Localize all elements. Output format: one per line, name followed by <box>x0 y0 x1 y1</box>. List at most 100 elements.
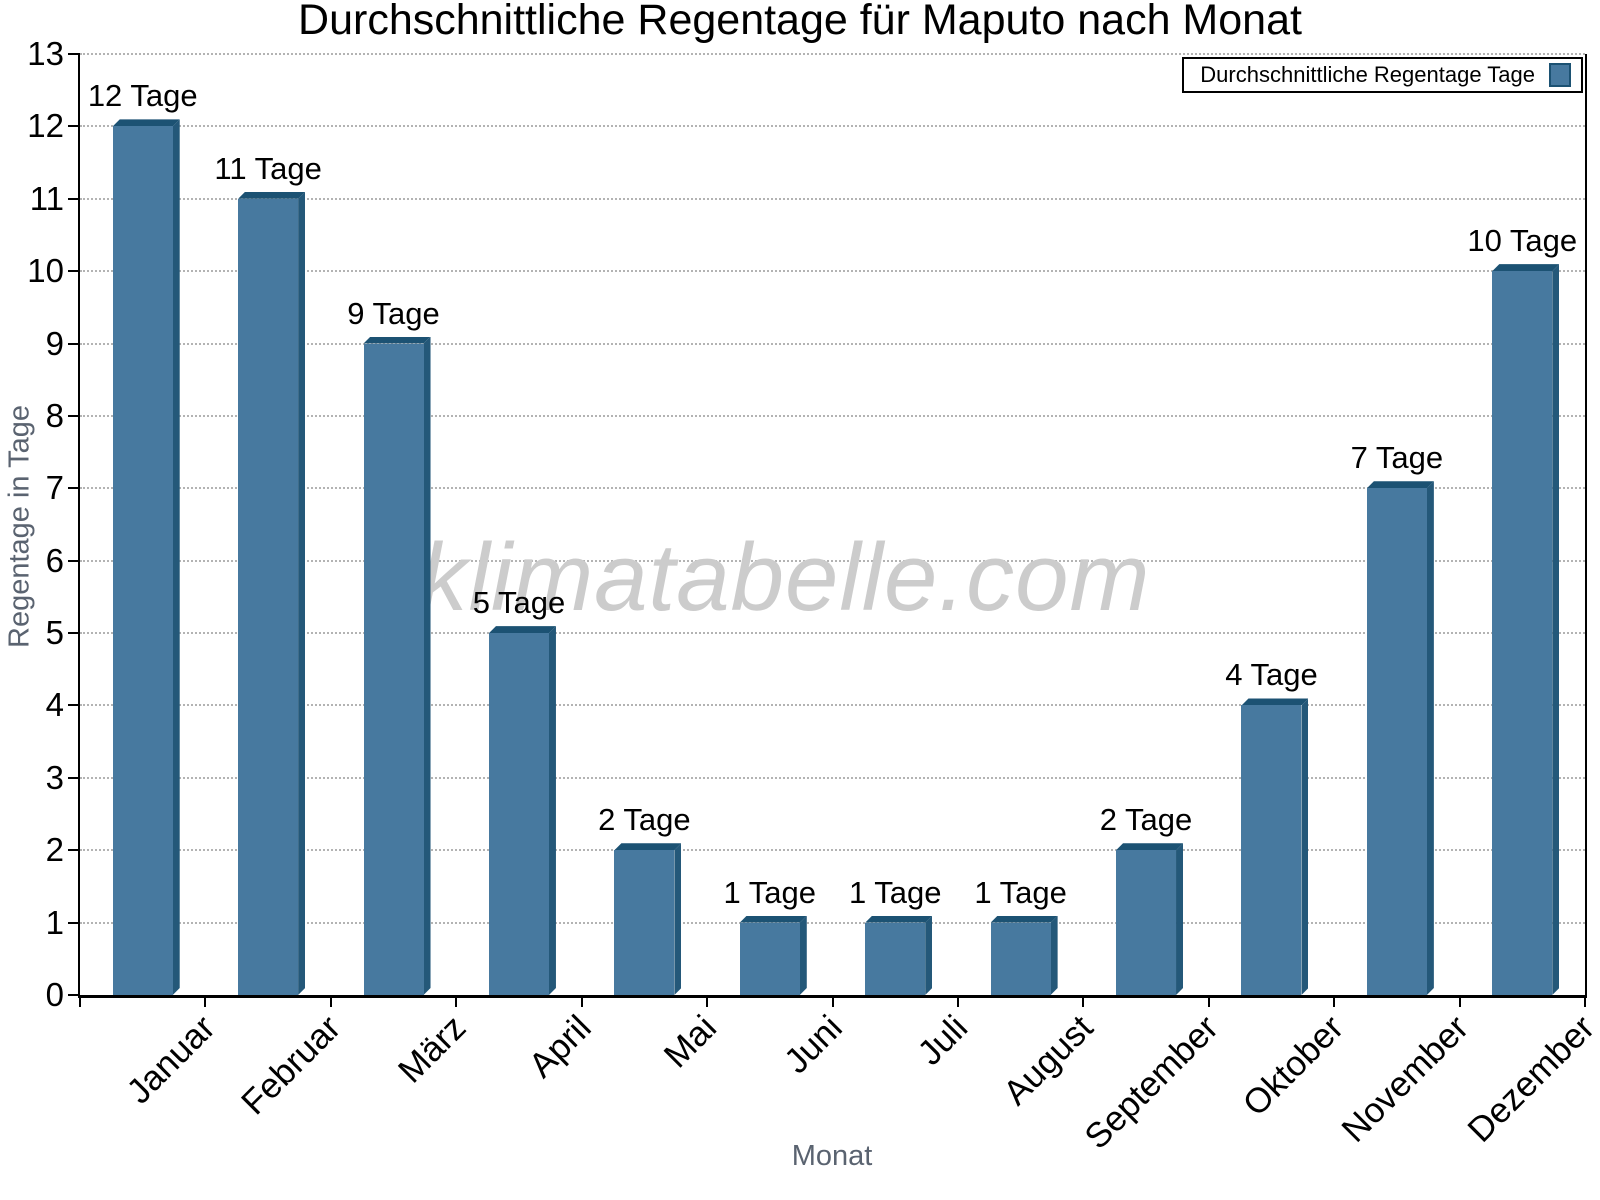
bar-value-label: 12 Tage <box>87 78 198 114</box>
x-axis-tick <box>706 995 709 1007</box>
y-tick-label: 5 <box>45 614 64 652</box>
x-tick-label-juli: Juli <box>910 1008 975 1073</box>
gridline <box>80 125 1585 128</box>
bar-side-face <box>1051 916 1058 995</box>
x-axis-tick <box>79 995 81 1007</box>
x-tick-label-oktober: Oktober <box>1235 1008 1352 1124</box>
bar-side-face <box>1301 698 1308 995</box>
bar-front-face <box>614 850 675 995</box>
gridline <box>80 849 1585 852</box>
bar-front-face <box>865 922 926 995</box>
bar-value-label: 1 Tage <box>848 874 942 910</box>
x-axis-tick <box>455 995 458 1007</box>
bar-top-face <box>614 843 682 851</box>
y-tick-label: 11 <box>29 179 64 217</box>
x-axis-title: Monat <box>791 1140 873 1172</box>
gridline <box>80 270 1585 273</box>
y-axis-tick <box>68 704 80 707</box>
y-axis-tick <box>68 632 80 635</box>
y-tick-label: 6 <box>45 541 64 579</box>
bar-front-face <box>1116 850 1177 995</box>
y-tick-label: 3 <box>45 758 64 796</box>
bar-side-face <box>1427 481 1434 995</box>
bar-märz[interactable] <box>363 336 431 995</box>
chart-title: Durchschnittliche Regentage für Maputo n… <box>298 0 1302 44</box>
x-tick-label-mai: Mai <box>656 1008 724 1076</box>
bar-front-face <box>1366 488 1427 995</box>
legend-swatch-icon <box>1549 63 1571 87</box>
bar-august[interactable] <box>990 915 1058 995</box>
gridline <box>80 53 1585 55</box>
bar-side-face <box>424 337 431 995</box>
y-axis-line <box>78 54 80 997</box>
y-tick-label: 8 <box>45 396 64 434</box>
bar-top-face <box>990 915 1058 923</box>
bar-januar[interactable] <box>112 119 180 995</box>
y-axis-tick <box>68 197 80 200</box>
bar-april[interactable] <box>488 626 556 995</box>
x-axis-tick <box>1207 995 1210 1007</box>
y-tick-label: 2 <box>45 831 64 869</box>
bar-februar[interactable] <box>238 191 306 995</box>
bar-front-face <box>112 126 173 995</box>
y-tick-label: 13 <box>27 35 64 72</box>
x-tick-label-september: September <box>1076 1008 1226 1157</box>
y-axis-tick <box>68 342 80 345</box>
bar-front-face <box>238 198 299 995</box>
bar-top-face <box>1116 843 1184 851</box>
bar-september[interactable] <box>1116 843 1184 995</box>
gridline <box>80 487 1585 490</box>
x-axis-tick <box>831 995 834 1007</box>
y-axis-tick <box>68 125 80 128</box>
bar-top-face <box>238 191 306 199</box>
y-axis-tick <box>68 270 80 273</box>
bar-mai[interactable] <box>614 843 682 995</box>
x-axis-tick <box>1458 995 1461 1007</box>
y-axis-tick <box>68 414 80 417</box>
x-axis-tick <box>1082 995 1085 1007</box>
bar-value-label: 9 Tage <box>347 295 440 331</box>
bar-top-face <box>1492 264 1560 272</box>
bar-side-face <box>298 192 305 995</box>
x-tick-label-februar: Februar <box>233 1008 348 1123</box>
x-axis-tick <box>956 995 959 1007</box>
x-tick-label-januar: Januar <box>119 1008 223 1112</box>
bar-top-face <box>363 336 431 344</box>
bar-side-face <box>1552 264 1559 995</box>
bar-dezember[interactable] <box>1492 264 1560 995</box>
x-axis-tick <box>580 995 583 1007</box>
y-axis-tick <box>68 487 80 490</box>
y-axis-tick <box>68 776 80 779</box>
bar-value-label: 7 Tage <box>1350 440 1444 476</box>
gridline <box>80 704 1585 707</box>
bar-value-label: 1 Tage <box>974 874 1067 910</box>
y-axis-tick <box>68 849 80 852</box>
legend[interactable]: Durchschnittliche Regentage Tage <box>1182 57 1583 93</box>
bar-juni[interactable] <box>739 915 807 995</box>
bar-oktober[interactable] <box>1241 698 1309 995</box>
bar-value-label: 10 Tage <box>1467 223 1578 259</box>
x-axis-tick <box>204 995 207 1007</box>
bar-side-face <box>925 916 932 995</box>
y-tick-label: 12 <box>27 107 64 145</box>
y-axis-title: Regentage in Tage <box>3 405 36 648</box>
bar-front-face <box>990 922 1051 995</box>
bar-top-face <box>1366 481 1434 489</box>
bar-juli[interactable] <box>865 915 933 995</box>
bar-november[interactable] <box>1366 481 1434 995</box>
x-tick-label-märz: März <box>390 1008 474 1091</box>
y-axis-tick <box>68 921 80 924</box>
bar-value-label: 4 Tage <box>1225 657 1318 693</box>
bar-side-face <box>674 843 681 995</box>
gridline <box>80 559 1585 562</box>
y-axis-tick <box>68 559 80 562</box>
bar-value-label: 2 Tage <box>1099 802 1193 838</box>
gridline <box>80 921 1585 924</box>
legend-label: Durchschnittliche Regentage Tage <box>1200 62 1535 87</box>
bar-top-face <box>488 626 556 634</box>
bar-front-face <box>363 343 424 995</box>
y-tick-label: 10 <box>27 252 64 290</box>
gridline <box>80 342 1585 345</box>
x-axis-tick <box>329 995 332 1007</box>
